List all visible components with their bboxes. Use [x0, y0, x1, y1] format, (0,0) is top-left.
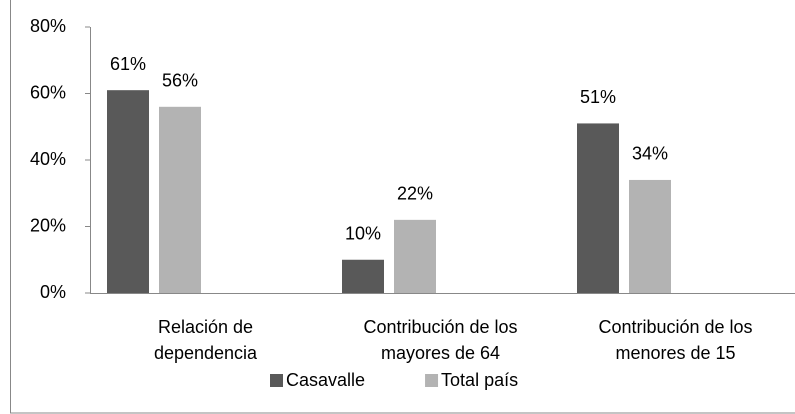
value-label: 34%: [632, 144, 668, 164]
legend-swatch: [425, 374, 439, 387]
y-tick-label: 80%: [30, 16, 66, 36]
x-tick-label: dependencia: [154, 343, 258, 363]
y-tick-label: 40%: [30, 149, 66, 169]
x-tick-label: Relación de: [158, 317, 253, 337]
legend-swatch: [270, 374, 283, 387]
value-label: 22%: [397, 184, 433, 204]
y-tick-label: 60%: [30, 82, 66, 102]
y-tick-label: 20%: [30, 215, 66, 235]
x-tick-label: Contribución de los: [363, 317, 517, 337]
bar: [107, 90, 149, 293]
chart-border: [10, 0, 795, 414]
value-label: 10%: [345, 224, 381, 244]
bar: [577, 123, 619, 293]
legend-label: Total país: [441, 370, 518, 390]
value-label: 56%: [162, 71, 198, 91]
value-label: 51%: [580, 87, 616, 107]
x-tick-label: mayores de 64: [381, 343, 500, 363]
value-label: 61%: [110, 54, 146, 74]
x-tick-label: menores de 15: [615, 343, 735, 363]
x-tick-label: Contribución de los: [598, 317, 752, 337]
legend-label: Casavalle: [286, 370, 365, 390]
bar: [629, 179, 671, 293]
bar: [394, 219, 436, 293]
bar: [159, 106, 201, 293]
y-tick-label: 0%: [40, 282, 66, 302]
bar: [342, 259, 384, 293]
